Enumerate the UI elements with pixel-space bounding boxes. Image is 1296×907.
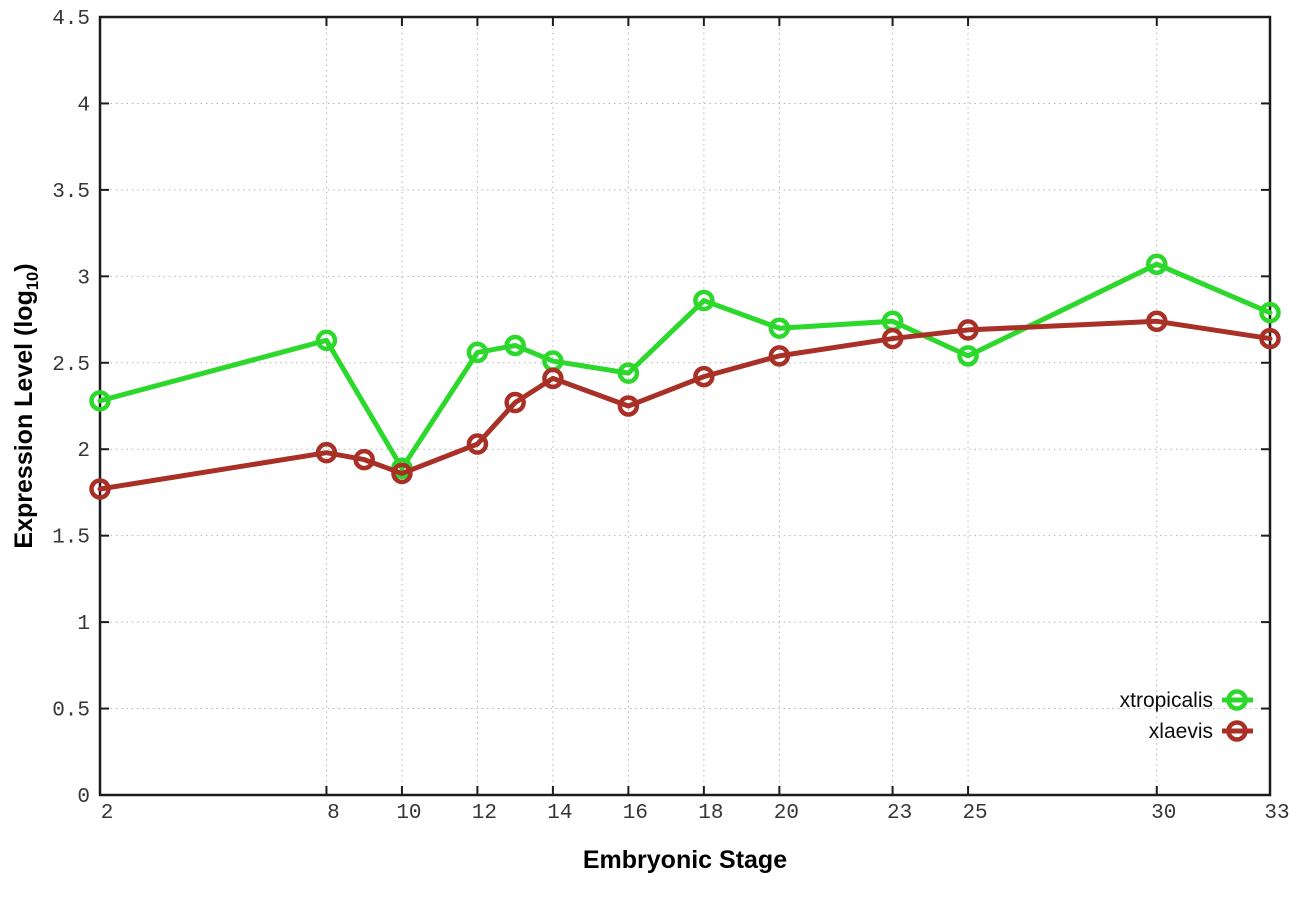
marker-xtropicalis-12 — [466, 341, 489, 364]
marker-xtropicalis-33 — [1259, 301, 1281, 324]
marker-xlaevis-14 — [542, 367, 564, 390]
legend-marker-xlaevis — [1226, 720, 1248, 742]
y-tick-label-3.5: 3.5 — [52, 181, 90, 204]
y-tick-label-0.5: 0.5 — [52, 700, 90, 723]
marker-xlaevis-18 — [693, 365, 715, 388]
series-line-xtropicalis — [97, 261, 1273, 471]
y-tick-label-1: 1 — [77, 613, 90, 636]
x-tick-label-14: 14 — [547, 802, 572, 825]
legend-label-xtropicalis: xtropicalis — [1120, 689, 1213, 712]
marker-xtropicalis-2 — [89, 390, 111, 412]
x-tick-label-2: 2 — [101, 802, 114, 825]
y-tick-label-2.5: 2.5 — [52, 354, 90, 377]
marker-xlaevis-2 — [89, 478, 111, 500]
x-tick-label-23: 23 — [887, 802, 912, 825]
marker-xlaevis-16 — [617, 395, 640, 417]
legend-label-xlaevis: xlaevis — [1149, 720, 1213, 743]
marker-xtropicalis-8 — [315, 329, 338, 352]
y-tick-label-2: 2 — [77, 440, 90, 463]
x-tick-label-33: 33 — [1264, 802, 1289, 825]
marker-xtropicalis-18 — [693, 289, 715, 312]
marker-xlaevis-9 — [353, 448, 375, 471]
x-tick-label-10: 10 — [396, 802, 421, 825]
x-tick-label-18: 18 — [698, 802, 723, 825]
x-tick-label-30: 30 — [1151, 802, 1176, 825]
marker-xtropicalis-25 — [957, 345, 979, 367]
legend-marker-xtropicalis — [1226, 689, 1248, 711]
y-axis-title: Expression Level (log10) — [9, 106, 42, 706]
marker-xlaevis-20 — [768, 345, 791, 367]
marker-xlaevis-12 — [466, 433, 489, 455]
x-tick-label-12: 12 — [472, 802, 497, 825]
marker-xlaevis-30 — [1146, 310, 1168, 333]
x-tick-label-8: 8 — [327, 802, 340, 825]
y-axis-title-subscript: 10 — [24, 271, 42, 291]
y-tick-label-3: 3 — [77, 267, 90, 290]
marker-xtropicalis-16 — [617, 362, 640, 384]
y-tick-label-4: 4 — [77, 94, 90, 117]
marker-xlaevis-10 — [391, 462, 413, 485]
marker-xlaevis-23 — [881, 327, 904, 350]
marker-xlaevis-25 — [957, 319, 979, 341]
y-axis-title-text: Expression Level (log — [10, 290, 38, 549]
x-axis-title: Embryonic Stage — [582, 846, 788, 874]
marker-xlaevis-33 — [1259, 327, 1281, 350]
marker-xlaevis-13 — [504, 391, 526, 414]
plot-border — [98, 15, 1272, 797]
marker-xtropicalis-20 — [768, 317, 791, 339]
y-tick-label-0: 0 — [77, 786, 90, 809]
marker-xtropicalis-30 — [1146, 253, 1168, 275]
x-tick-label-25: 25 — [962, 802, 987, 825]
y-axis-title-suffix: ) — [10, 263, 38, 272]
y-tick-label-4.5: 4.5 — [52, 8, 90, 31]
x-tick-label-20: 20 — [774, 802, 799, 825]
y-tick-label-1.5: 1.5 — [52, 527, 90, 550]
marker-xlaevis-8 — [315, 441, 338, 464]
x-tick-label-16: 16 — [623, 802, 648, 825]
series-line-xlaevis — [97, 318, 1273, 492]
marker-xtropicalis-13 — [504, 334, 526, 357]
